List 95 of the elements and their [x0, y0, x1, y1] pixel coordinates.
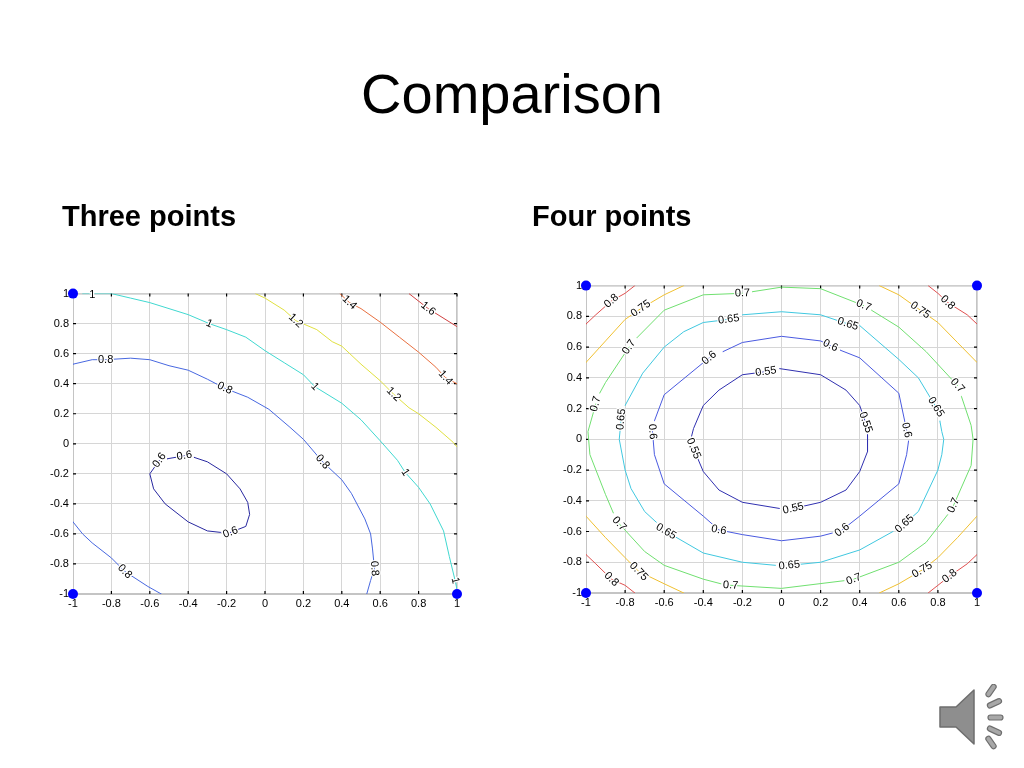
x-tick-label: 0.2: [295, 596, 312, 609]
annotation: 0.7: [844, 569, 863, 587]
x-tick-label: 0: [261, 596, 269, 609]
annotation: 1.2: [286, 310, 307, 330]
annotation: 0.55: [754, 363, 778, 379]
annotation: 1: [204, 316, 215, 330]
y-tick-label: -0.4: [563, 493, 582, 506]
x-tick-label: -0.8: [615, 595, 635, 608]
y-tick-label: -1: [59, 587, 69, 600]
annotation: 0.55: [857, 409, 876, 435]
y-tick-label: 0.8: [53, 316, 69, 329]
annotation: 1: [449, 575, 463, 585]
x-tick-label: 1: [973, 595, 981, 608]
annotation: 0.7: [734, 286, 751, 299]
x-tick-label: 0: [778, 595, 785, 608]
y-tick-label: 0.6: [53, 346, 69, 359]
annotation: 0.6: [220, 523, 240, 540]
annotation: 0.7: [948, 375, 968, 395]
annotation: 0.8: [938, 292, 959, 312]
annotation: 0.8: [368, 560, 383, 577]
y-tick-label: 0.8: [566, 309, 582, 322]
annotation: 0.75: [908, 298, 934, 321]
annotation: 1: [399, 466, 413, 478]
chart-title: Four points: [532, 199, 692, 233]
annotation: 0.8: [601, 290, 621, 310]
annotation: 0.7: [944, 495, 962, 515]
annotation: 0.7: [586, 394, 603, 413]
annotation: 0.6: [821, 335, 841, 354]
y-tick-label: -1: [572, 586, 582, 599]
annotation: 0.65: [892, 511, 916, 535]
annotation: 0.8: [313, 451, 333, 471]
x-tick-label: 0.8: [930, 595, 946, 608]
y-tick-label: 0.4: [566, 370, 582, 383]
annotation: 0.75: [627, 558, 652, 583]
y-tick-label: -0.8: [563, 555, 582, 568]
annotation: 0.7: [618, 336, 638, 357]
x-tick-label: -0.2: [732, 595, 752, 608]
annotation: 0.75: [627, 296, 653, 319]
annotation: 0.7: [722, 577, 739, 591]
annotation: 0.65: [613, 408, 628, 431]
y-tick-label: 0.4: [53, 376, 69, 389]
annotation: 0.6: [710, 521, 728, 537]
y-tick-label: -0.2: [50, 466, 69, 479]
annotation: 0.6: [149, 450, 168, 470]
x-tick-label: 0.4: [852, 595, 868, 608]
annotation: 0.75: [909, 558, 935, 580]
annotation: 0.8: [939, 565, 959, 585]
annotation: 1.4: [436, 367, 456, 387]
text: Comparison: [360, 62, 664, 126]
annotation: 0.55: [781, 499, 805, 516]
x-tick-label: -0.6: [654, 595, 674, 608]
y-tick-label: 0.2: [53, 406, 69, 419]
x-tick-label: -0.6: [140, 596, 160, 609]
annotation: 0.7: [610, 513, 630, 533]
chart-title: Three points: [62, 199, 237, 233]
annotation: 1: [89, 288, 96, 301]
y-tick-label: 0.2: [566, 401, 582, 414]
x-tick-label: 0.8: [410, 596, 427, 609]
x-tick-label: 0.2: [812, 595, 829, 608]
x-tick-label: -0.4: [693, 595, 713, 608]
y-tick-label: 0: [575, 432, 582, 445]
annotation: 0.6: [831, 519, 852, 539]
y-tick-label: 0: [62, 436, 69, 449]
x-tick-label: -0.8: [101, 596, 121, 609]
y-tick-label: -0.4: [50, 496, 69, 509]
y-tick-label: -0.6: [50, 526, 69, 539]
x-tick-label: 0.6: [372, 596, 388, 609]
annotation: 1.4: [340, 292, 360, 312]
y-tick-label: -0.6: [563, 524, 582, 537]
annotation: 1.2: [384, 383, 404, 404]
annotation: 1.6: [419, 298, 439, 318]
y-tick-label: 1: [62, 286, 69, 299]
annotation: 0.7: [854, 296, 874, 314]
annotation: 0.65: [777, 557, 801, 572]
annotation: 1: [309, 379, 323, 393]
annotation: 0.55: [684, 435, 705, 461]
annotation: 0.8: [215, 378, 235, 397]
x-tick-label: 0.4: [334, 596, 350, 609]
annotation: 0.6: [900, 421, 916, 439]
annotation: 0.8: [115, 561, 136, 581]
annotation: 0.65: [717, 311, 740, 326]
annotation: 0.65: [836, 314, 861, 333]
annotation: 0.6: [175, 447, 193, 463]
y-tick-label: -0.8: [50, 556, 69, 569]
annotation: 0.6: [646, 423, 661, 440]
y-tick-label: 0.6: [566, 340, 582, 353]
x-tick-label: 1: [453, 596, 461, 609]
annotation: 0.6: [698, 347, 719, 367]
y-tick-label: 1: [575, 278, 582, 291]
x-tick-label: 0.6: [891, 595, 907, 608]
x-tick-label: -0.4: [178, 596, 198, 609]
x-tick-label: -0.2: [217, 596, 237, 609]
annotation: 0.65: [654, 520, 679, 542]
y-tick-label: -0.2: [563, 463, 582, 476]
annotation: 0.8: [602, 568, 622, 589]
